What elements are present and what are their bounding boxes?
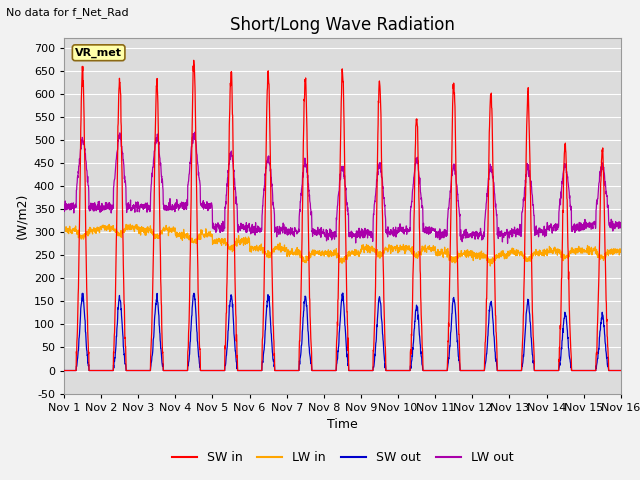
Text: VR_met: VR_met — [75, 48, 122, 58]
Legend: SW in, LW in, SW out, LW out: SW in, LW in, SW out, LW out — [166, 446, 518, 469]
Text: No data for f_Net_Rad: No data for f_Net_Rad — [6, 7, 129, 18]
X-axis label: Time: Time — [327, 418, 358, 431]
Title: Short/Long Wave Radiation: Short/Long Wave Radiation — [230, 16, 455, 34]
Y-axis label: (W/m2): (W/m2) — [15, 193, 28, 239]
